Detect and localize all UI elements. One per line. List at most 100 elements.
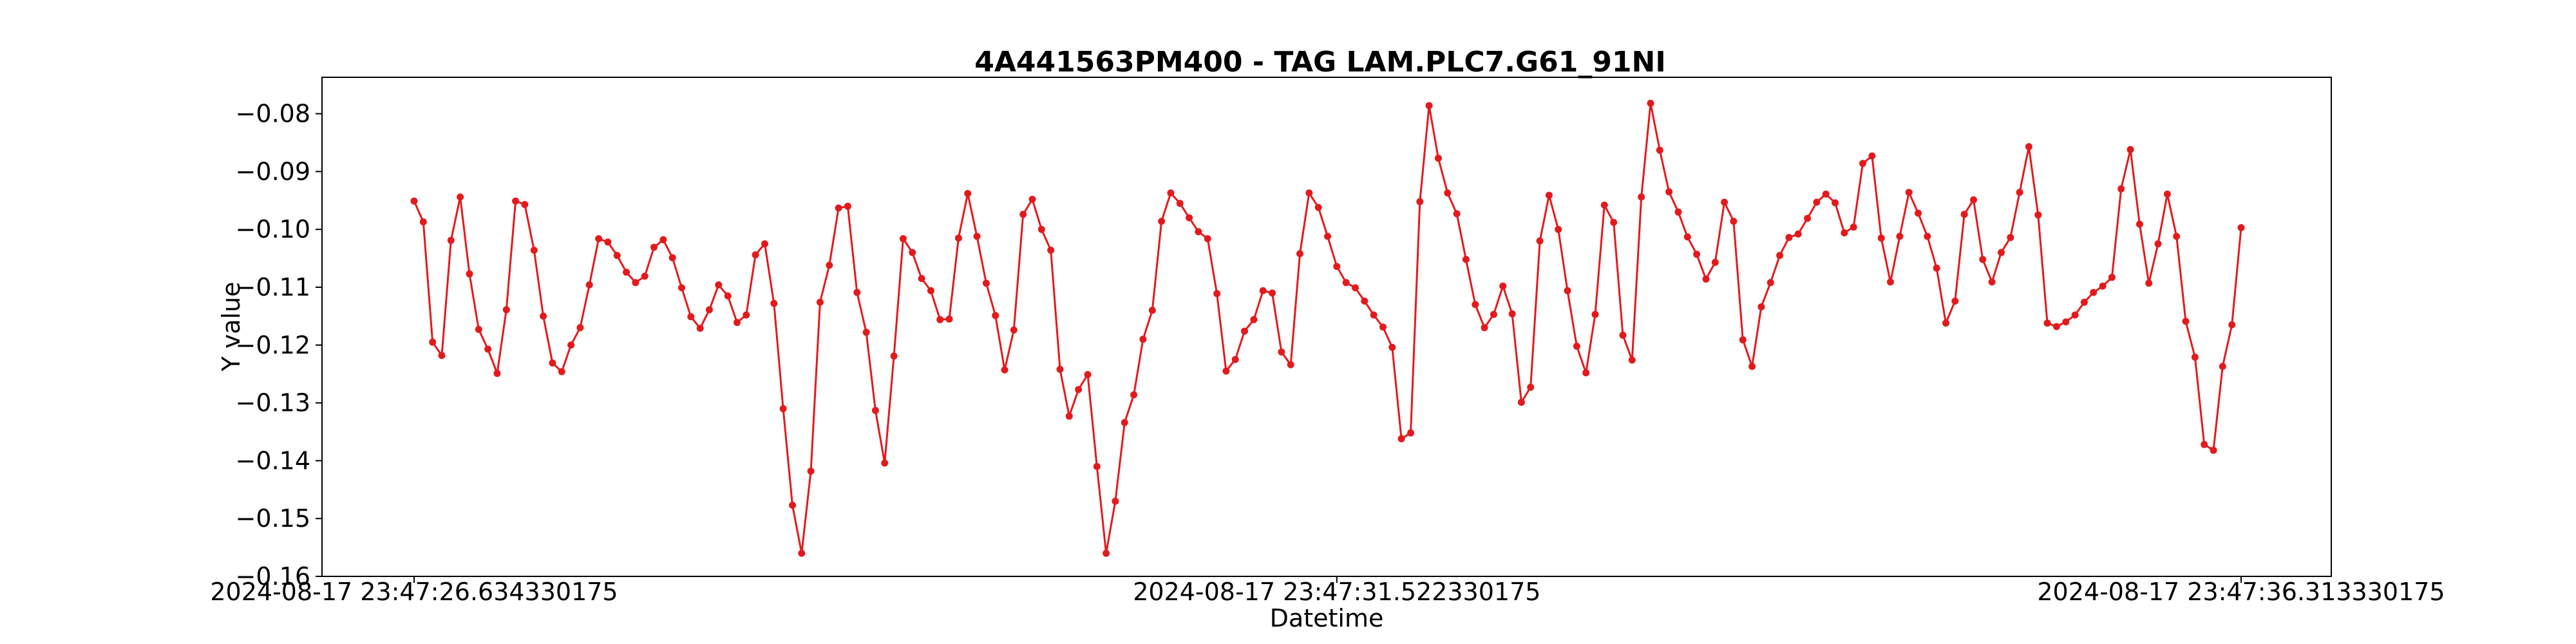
data-point [1379,323,1387,331]
data-point [761,240,768,248]
data-point [1896,232,1904,240]
data-point [2219,363,2226,370]
data-point [1545,191,1553,199]
data-point [2201,440,2208,448]
data-point [1517,399,1525,406]
data-point [2163,190,2171,198]
data-point [1342,279,1350,287]
data-point [466,270,473,278]
data-point [530,247,538,254]
x-axis: 2024-08-17 23:47:26.634330175 2024-08-17 … [210,576,2445,606]
data-point [871,406,879,414]
data-point [2007,234,2014,242]
data-point [1628,356,1636,364]
data-point [1176,200,1184,207]
data-point [2016,189,2023,196]
data-point [1591,310,1599,318]
data-point [1075,386,1083,393]
data-point [779,405,787,413]
data-point [1278,348,1285,356]
data-point [1951,298,1959,305]
data-point [2062,318,2070,326]
data-point [2071,311,2079,319]
x-tick-label: 2024-08-17 23:47:26.634330175 [210,578,618,606]
data-point [1361,298,1368,305]
data-point [1619,332,1627,339]
data-point [1287,361,1294,368]
data-point [1241,327,1248,335]
data-point [2182,317,2190,325]
data-point [641,272,649,280]
data-point [1998,249,2005,256]
data-point [936,316,944,323]
data-point [1407,429,1414,437]
data-point [734,319,741,327]
data-point [1564,287,1571,294]
data-point [1832,199,1839,207]
data-point [1490,310,1497,318]
data-point [1822,190,1830,198]
data-point [1794,230,1802,238]
data-point [1028,196,1036,203]
data-point [1010,326,1018,334]
data-point [1960,211,1968,218]
data-point [1868,152,1876,160]
data-point [595,235,603,243]
data-point [1416,198,1424,205]
data-point [1148,307,1156,314]
data-point [2237,224,2245,231]
data-point [623,269,630,276]
data-point [1103,549,1110,557]
data-point [1933,264,1940,272]
data-point [1333,263,1341,270]
data-point [1167,189,1175,197]
data-point [2117,185,2125,193]
data-point [678,284,685,292]
data-point [706,306,713,314]
data-point [613,252,621,260]
data-point [585,281,593,289]
data-point [1877,234,1885,242]
data-point [2025,143,2032,151]
data-point [1721,198,1728,206]
data-point [540,312,547,320]
data-point [1924,232,1931,240]
data-point [1841,229,1848,237]
data-point [632,279,639,287]
data-point [650,243,658,251]
data-point [1766,279,1774,287]
data-point [1683,233,1691,241]
data-point [1536,237,1544,245]
data-point [1259,287,1267,294]
data-point [2099,282,2107,290]
data-point [502,306,510,314]
data-point [1970,196,1977,204]
data-point [752,251,759,259]
data-point [2090,289,2098,296]
data-point [1121,419,1128,426]
data-point [1425,102,1433,109]
data-point [2052,323,2060,330]
data-point [890,352,898,360]
y-tick-label: −0.12 [236,331,310,359]
data-point [1942,319,1949,327]
data-point [1730,218,1738,225]
data-point [1850,223,1857,231]
data-point [1305,189,1313,197]
data-point [1481,324,1488,332]
data-point [1388,343,1396,351]
data-point [1600,202,1608,209]
data-point [1352,284,1359,292]
data-point [1711,258,1719,266]
y-tick-label: −0.13 [236,389,310,417]
data-point [1665,188,1673,196]
data-point [2173,232,2181,240]
data-point [1739,336,1747,344]
data-point [484,345,492,353]
x-tick-label: 2024-08-17 23:47:36.313330175 [2037,578,2445,606]
data-point [1702,275,1710,283]
data-point [1462,256,1470,263]
y-tick-label: −0.08 [236,100,310,128]
series-line [413,103,2242,554]
data-point [1804,214,1812,222]
